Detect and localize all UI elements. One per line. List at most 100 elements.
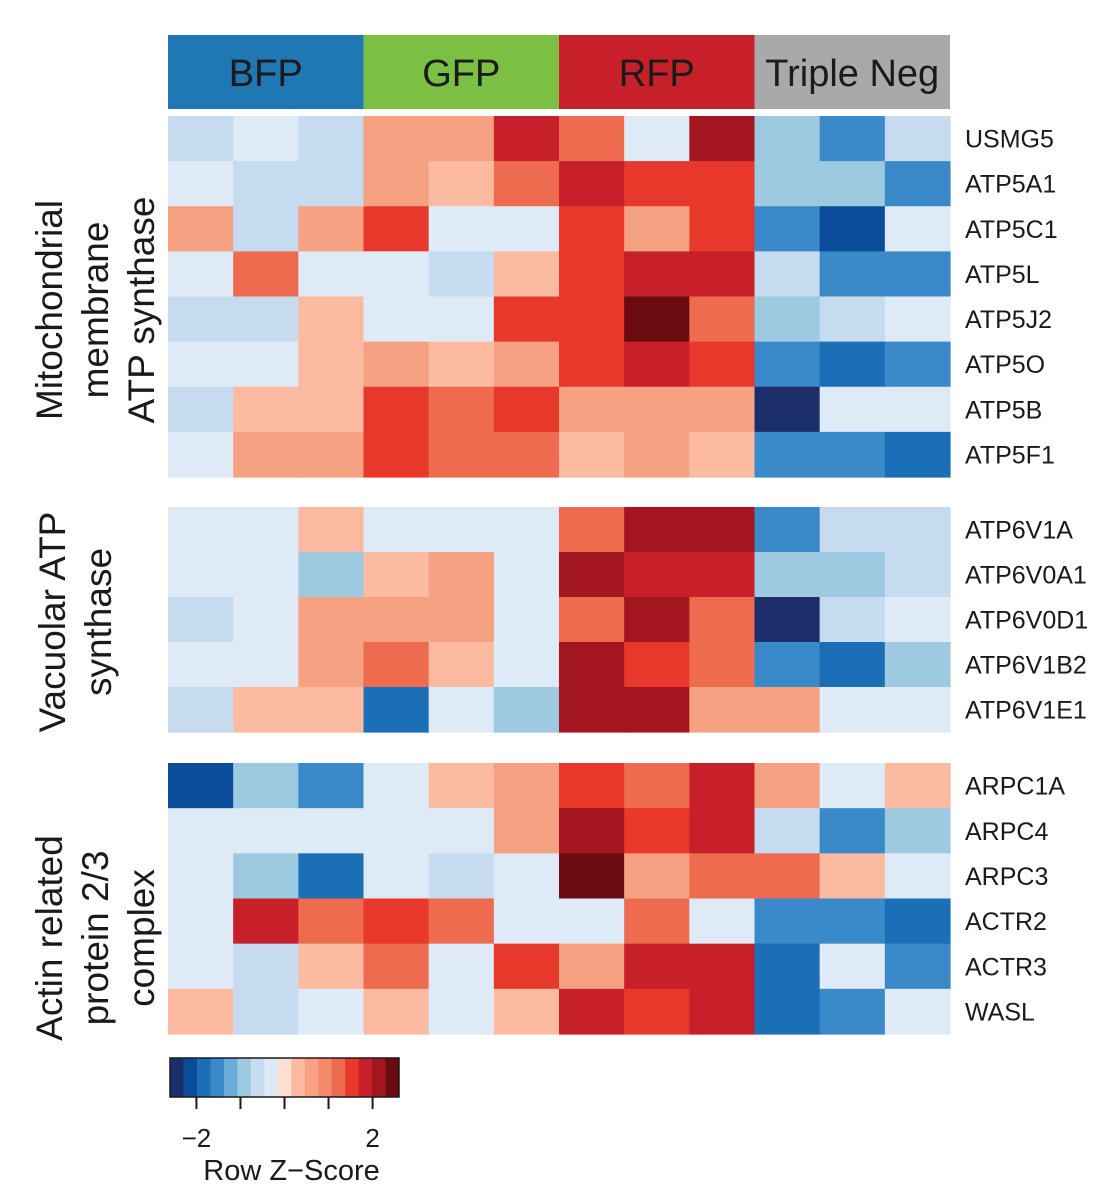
heatmap-cell (363, 386, 430, 433)
heatmap-cell (298, 116, 365, 162)
heatmap-cell (624, 296, 690, 343)
heatmap-cell (233, 161, 299, 207)
heatmap-cell (754, 988, 821, 1035)
heatmap-cell (168, 431, 234, 478)
heatmap-cell (233, 552, 299, 598)
heatmap-cell (624, 597, 690, 643)
heatmap-cell (298, 943, 365, 990)
heatmap-cell (624, 898, 690, 945)
color-key-segment (277, 1058, 292, 1097)
heatmap-cell (884, 552, 951, 598)
heatmap-cell (819, 763, 886, 809)
heatmap-cell (884, 206, 951, 252)
heatmap-cell (754, 552, 821, 598)
heatmap-cell (168, 597, 234, 643)
heatmap-cell (884, 296, 951, 343)
heatmap-cell (233, 206, 299, 252)
heatmap-cell (884, 853, 951, 900)
gene-label: ATP6V1B2 (965, 652, 1087, 680)
group-header-bfp (168, 35, 364, 109)
heatmap-cell (624, 988, 690, 1035)
heatmap-cell (428, 552, 495, 598)
heatmap-cell (363, 763, 430, 809)
group-header-label: BFP (229, 53, 303, 95)
heatmap-cell (493, 341, 560, 388)
heatmap-cell (884, 898, 951, 945)
heatmap-cell (624, 431, 690, 478)
heatmap-cell (493, 251, 560, 298)
color-key-tick-label: 2 (365, 1123, 379, 1153)
color-key-segment (237, 1058, 252, 1097)
heatmap-cell (819, 161, 886, 207)
heatmap-cell (819, 386, 886, 433)
heatmap-cell (559, 687, 625, 733)
color-key-tick-label: −2 (182, 1123, 212, 1153)
gene-label: ATP5O (965, 351, 1045, 379)
gene-label: ATP5F1 (965, 441, 1055, 469)
section-title-line: protein 2/3 (75, 851, 116, 1026)
gene-label: ATP6V0A1 (965, 562, 1087, 590)
heatmap-cell (819, 808, 886, 854)
heatmap-cell (493, 116, 560, 162)
color-key-segment (291, 1058, 306, 1097)
heatmap-cell (298, 642, 365, 688)
heatmap-cell (233, 116, 299, 162)
heatmap-cell (559, 808, 625, 854)
heatmap-cell (168, 763, 234, 809)
heatmap-cell (624, 251, 690, 298)
gene-label: ACTR3 (965, 953, 1047, 981)
heatmap-cell (493, 296, 560, 343)
heatmap-cell (428, 431, 495, 478)
heatmap-cell (884, 988, 951, 1035)
heatmap-cell (624, 161, 690, 207)
heatmap-cell (819, 552, 886, 598)
heatmap-cell (819, 687, 886, 733)
heatmap-cell (428, 507, 495, 553)
heatmap-cell (559, 642, 625, 688)
heatmap-cell (428, 386, 495, 433)
heatmap-cell (819, 251, 886, 298)
heatmap-cell (168, 988, 234, 1035)
heatmap-cell (298, 161, 365, 207)
heatmap-cell (819, 597, 886, 643)
heatmap-cell (363, 206, 430, 252)
heatmap-cell (363, 251, 430, 298)
heatmap-cell (689, 988, 756, 1035)
heatmap-cell (298, 507, 365, 553)
heatmap-cell (689, 116, 756, 162)
heatmap-cell (363, 116, 430, 162)
heatmap-cell (168, 552, 234, 598)
color-key-segment (250, 1058, 265, 1097)
heatmap-cell (819, 431, 886, 478)
heatmap-cell (493, 642, 560, 688)
heatmap-cell (884, 386, 951, 433)
color-key-segment (223, 1058, 238, 1097)
heatmap-cell (819, 296, 886, 343)
group-header-rfp (559, 35, 755, 109)
heatmap-cell (298, 431, 365, 478)
heatmap-cell (884, 642, 951, 688)
heatmap-cell (624, 116, 690, 162)
heatmap-cell (559, 763, 625, 809)
heatmap-cell (298, 763, 365, 809)
heatmap-cell (559, 597, 625, 643)
heatmap-cell (559, 853, 625, 900)
heatmap-cell (233, 898, 299, 945)
heatmap-cell (363, 507, 430, 553)
heatmap-cell (819, 642, 886, 688)
heatmap-cell (493, 898, 560, 945)
heatmap-cell (493, 552, 560, 598)
heatmap-cell (624, 341, 690, 388)
gene-label: ACTR2 (965, 908, 1047, 936)
heatmap-cell (689, 206, 756, 252)
heatmap-cell (168, 116, 234, 162)
heatmap-cell (884, 763, 951, 809)
heatmap-cell (754, 206, 821, 252)
heatmap-cell (233, 507, 299, 553)
heatmap-cell (819, 898, 886, 945)
heatmap-cell (493, 763, 560, 809)
heatmap-cell (233, 943, 299, 990)
heatmap-cell (493, 687, 560, 733)
heatmap-cell (689, 431, 756, 478)
heatmap-cell (298, 853, 365, 900)
